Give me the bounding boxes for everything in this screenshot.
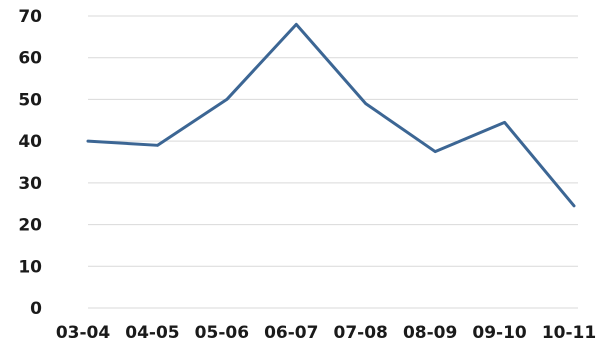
data-point: [364, 102, 368, 106]
y-tick-label: 10: [18, 257, 42, 277]
data-point: [86, 139, 90, 143]
x-tick-label: 06-07: [264, 323, 318, 343]
y-axis-tick-labels: 0 10 20 30 40 50 60 70: [18, 7, 42, 319]
series-group: [86, 22, 576, 208]
x-tick-label: 09-10: [472, 323, 527, 343]
data-point: [294, 22, 298, 26]
gridlines: [88, 15, 578, 309]
x-tick-label: 04-05: [125, 323, 179, 343]
x-tick-label: 10-11: [542, 323, 596, 343]
x-tick-label: 05-06: [195, 323, 249, 343]
y-tick-label: 50: [18, 90, 42, 110]
data-point: [155, 143, 159, 147]
x-tick-label: 08-09: [403, 323, 457, 343]
y-tick-label: 70: [18, 7, 42, 27]
y-tick-label: 60: [18, 49, 42, 69]
x-axis-tick-labels: 03-04 04-05 05-06 06-07 07-08 08-09 09-10 10-11: [56, 323, 596, 343]
data-point: [572, 204, 576, 208]
data-point: [225, 97, 229, 101]
y-tick-label: 40: [18, 132, 42, 152]
data-point: [503, 120, 507, 124]
x-tick-label: 07-08: [334, 323, 388, 343]
y-tick-label: 20: [18, 216, 42, 236]
series-line: [86, 22, 576, 208]
x-tick-label: 03-04: [56, 323, 111, 343]
data-point: [433, 150, 437, 154]
y-tick-label: 30: [18, 174, 42, 194]
y-tick-label: 0: [30, 299, 42, 319]
